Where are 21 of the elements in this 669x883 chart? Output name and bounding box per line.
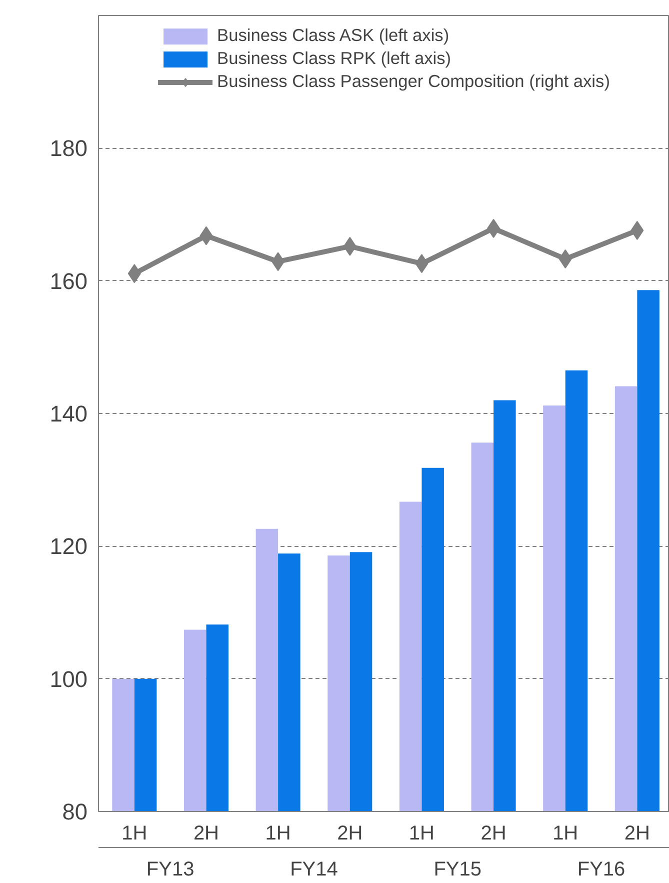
text: FY13 bbox=[146, 858, 194, 880]
x-tick-label: 1H bbox=[122, 822, 148, 844]
x-tick-label: 1H bbox=[552, 822, 578, 844]
y-tick-label: 180 bbox=[50, 135, 88, 162]
text: FY16 bbox=[577, 858, 626, 880]
y-tick-label: 140 bbox=[50, 400, 88, 426]
text: FY15 bbox=[434, 858, 482, 880]
x-tick-label: 2H bbox=[480, 822, 506, 844]
x-tick-label: 1H bbox=[408, 822, 434, 844]
legend-label: Business Class Passenger Composition (right axis) bbox=[217, 71, 610, 92]
y-tick-label: 80 bbox=[62, 798, 88, 824]
legend-label: Business Class RPK (left axis) bbox=[217, 48, 452, 69]
x-tick-label: 2H bbox=[193, 822, 220, 844]
legend-label: Business Class ASK (left axis) bbox=[217, 25, 450, 46]
text: FY14 bbox=[290, 858, 338, 880]
y-tick-label: 100 bbox=[50, 666, 88, 692]
x-tick-label: 1H bbox=[265, 822, 291, 844]
x-tick-label: 2H bbox=[337, 822, 363, 844]
y-tick-label: 120 bbox=[50, 533, 88, 560]
x-tick-label: 2H bbox=[624, 822, 650, 844]
y-tick-label: 160 bbox=[50, 268, 88, 294]
